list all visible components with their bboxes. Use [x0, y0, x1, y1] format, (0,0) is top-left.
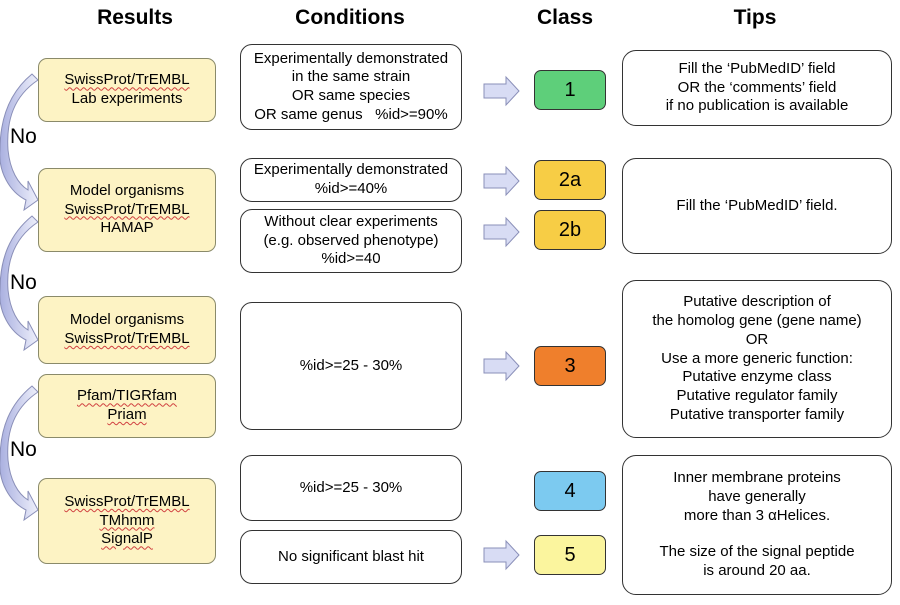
class-box-3: 3: [534, 346, 606, 386]
result-line: HAMAP: [100, 219, 154, 237]
condition-line: %id>=40: [321, 250, 381, 268]
result-box-1: SwissProt/TrEMBL Lab experiments: [38, 58, 216, 122]
no-arrow-3: [0, 385, 39, 522]
result-line: Lab experiments: [71, 90, 183, 107]
condition-line: OR same species: [291, 87, 411, 104]
result-line: Priam: [107, 406, 147, 423]
tip-box-3: Putative description of the homolog gene…: [622, 280, 892, 438]
result-line: Model organisms: [69, 311, 185, 329]
condition-line: No significant blast hit: [278, 547, 424, 565]
tip-line: The size of the signal peptide: [659, 543, 855, 561]
result-box-4: Pfam/TIGRfam Priam: [38, 374, 216, 438]
condition-line: %id>=25 - 30%: [299, 356, 403, 374]
class-box-2a: 2a: [534, 160, 606, 200]
result-box-3: Model organisms SwissProt/TrEMBL: [38, 296, 216, 364]
condition-box-5: %id>=25 - 30%: [240, 455, 462, 521]
arrow-to-class-2b: [483, 216, 520, 248]
tip-box-4: Inner membrane proteins have generally m…: [622, 455, 892, 595]
result-box-2: Model organisms SwissProt/TrEMBL HAMAP: [38, 168, 216, 252]
tip-line: Fill the ‘PubMedID’ field: [678, 60, 835, 79]
condition-line: Experimentally demonstrated: [253, 49, 449, 67]
header-results: Results: [97, 6, 173, 29]
tip-line: the homolog gene (gene name): [652, 312, 862, 330]
no-label-1: No: [10, 125, 37, 148]
tip-line: Putative enzyme class: [682, 368, 832, 386]
header-class: Class: [536, 6, 594, 29]
condition-line: (e.g. observed phenotype): [263, 231, 439, 249]
result-line: Pfam/TIGRfam: [76, 387, 177, 405]
tip-line: have generally: [708, 487, 806, 505]
tip-line: Putative transporter family: [669, 405, 845, 423]
result-line: SignalP: [101, 530, 153, 548]
condition-line: OR same genus %id>=90%: [254, 105, 448, 123]
tip-line: OR the ‘comments’ field: [677, 78, 837, 96]
result-line: TMhmm: [99, 511, 155, 529]
tip-line: Fill the ‘PubMedID’ field.: [676, 196, 838, 214]
tip-line: Putative regulator family: [676, 387, 838, 405]
tip-line: OR: [745, 330, 769, 348]
tip-line: is around 20 aa.: [703, 562, 811, 580]
tip-line: if no publication is available: [665, 97, 849, 115]
no-label-2: No: [10, 271, 37, 294]
condition-line: Experimentally demonstrated: [253, 161, 449, 179]
class-box-4: 4: [534, 471, 606, 511]
arrow-to-class-3: [483, 350, 520, 382]
condition-box-2: Experimentally demonstrated %id>=40%: [240, 158, 462, 202]
no-label-3: No: [10, 438, 37, 461]
condition-box-3: Without clear experiments (e.g. observed…: [240, 209, 462, 273]
header-tips: Tips: [733, 6, 777, 29]
header-conditions: Conditions: [295, 6, 405, 29]
tip-box-2: Fill the ‘PubMedID’ field.: [622, 158, 892, 254]
condition-box-1: Experimentally demonstrated in the same …: [240, 44, 462, 130]
condition-line: %id>=40%: [314, 180, 388, 197]
arrow-to-class-5: [483, 539, 520, 571]
arrow-to-class-2a: [483, 165, 520, 197]
class-box-1: 1: [534, 70, 606, 110]
tip-line: more than 3 αHelices.: [683, 506, 831, 524]
result-box-5: SwissProt/TrEMBL TMhmm SignalP: [38, 478, 216, 564]
class-box-2b: 2b: [534, 210, 606, 250]
result-line: SwissProt/TrEMBL: [64, 492, 190, 510]
tip-line: Inner membrane proteins: [673, 469, 841, 487]
condition-line: Without clear experiments: [264, 212, 438, 230]
tip-line: Putative description of: [683, 293, 831, 311]
condition-line: %id>=25 - 30%: [299, 478, 403, 496]
tip-text: Fill the ‘PubMedID’ field: [678, 59, 836, 77]
condition-line: in the same strain: [291, 68, 411, 86]
tip-box-1: Fill the ‘PubMedID’ field OR the ‘commen…: [622, 50, 892, 126]
condition-box-6: No significant blast hit: [240, 530, 462, 584]
result-line: Model organisms: [69, 181, 185, 199]
result-line: SwissProt/TrEMBL: [64, 200, 190, 218]
no-arrow-2: [0, 215, 39, 352]
class-box-5: 5: [534, 535, 606, 575]
no-arrow-1: [0, 73, 39, 212]
arrow-to-class-1: [483, 75, 520, 107]
result-line: SwissProt/TrEMBL: [64, 71, 190, 89]
condition-box-4: %id>=25 - 30%: [240, 302, 462, 430]
tip-line: Use a more generic function:: [661, 349, 853, 367]
result-line: SwissProt/TrEMBL: [64, 330, 190, 347]
